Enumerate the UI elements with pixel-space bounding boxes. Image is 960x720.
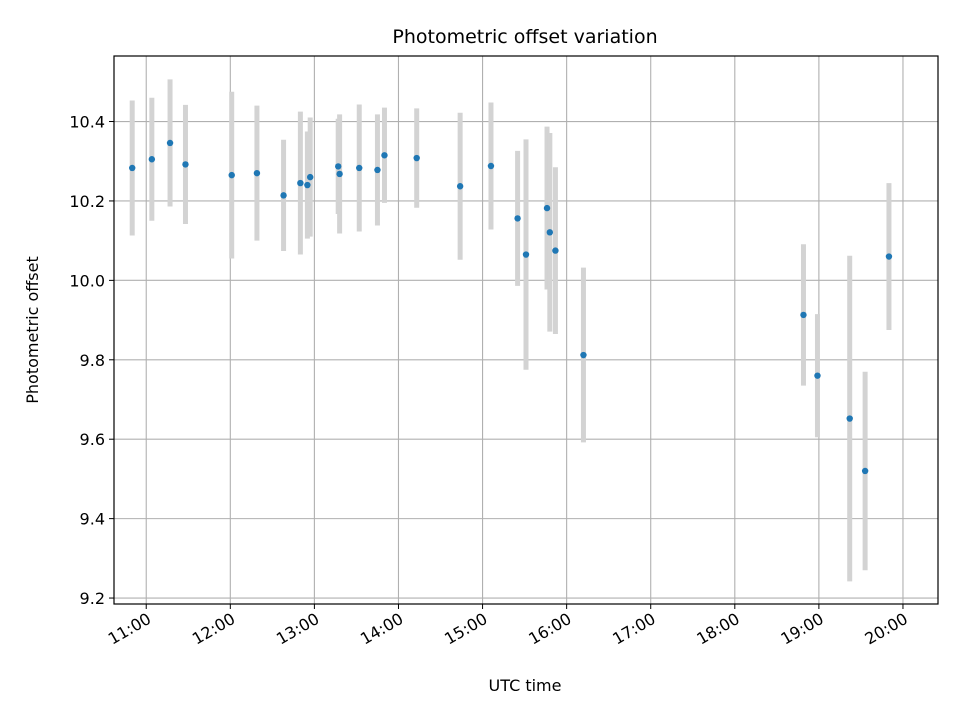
- data-point: [182, 161, 189, 168]
- data-point: [336, 170, 343, 178]
- data-point: [374, 166, 381, 174]
- y-tick-label: 9.6: [80, 430, 105, 449]
- y-tick-label: 10.0: [69, 271, 105, 290]
- data-point: [522, 251, 530, 258]
- data-point: [487, 162, 495, 170]
- data-point: [166, 139, 174, 147]
- y-tick-label: 9.4: [80, 510, 105, 529]
- data-points: [129, 139, 893, 475]
- data-point: [253, 169, 261, 177]
- data-point: [800, 311, 807, 319]
- data-point: [335, 163, 342, 170]
- chart-title: Photometric offset variation: [392, 26, 657, 48]
- plot-frame: [113, 55, 939, 605]
- y-tick-label: 9.8: [80, 351, 105, 370]
- data-point: [148, 156, 156, 163]
- data-point: [543, 204, 551, 212]
- y-axis-ticks: 9.2 9.4 9.6 9.8 10.0 10.2 10.4: [69, 113, 114, 608]
- data-point: [514, 215, 521, 222]
- data-point: [280, 192, 287, 199]
- x-axis-label: UTC time: [489, 676, 562, 695]
- data-point: [846, 415, 853, 422]
- data-point: [304, 181, 311, 189]
- y-axis-label: Photometric offset: [23, 256, 42, 404]
- data-point: [381, 152, 388, 159]
- data-point: [356, 164, 363, 172]
- data-point: [129, 164, 136, 172]
- data-point: [814, 372, 821, 379]
- data-point: [580, 351, 587, 359]
- y-tick-label: 10.4: [69, 113, 105, 132]
- data-point: [552, 247, 559, 254]
- data-point: [297, 179, 304, 187]
- y-tick-label: 9.2: [80, 589, 105, 608]
- data-point: [456, 183, 464, 190]
- data-point: [413, 154, 420, 162]
- y-tick-label: 10.2: [69, 192, 105, 211]
- data-point: [546, 229, 554, 236]
- data-point: [861, 467, 869, 475]
- data-point: [885, 253, 893, 260]
- data-point: [228, 171, 235, 179]
- data-point: [306, 173, 314, 181]
